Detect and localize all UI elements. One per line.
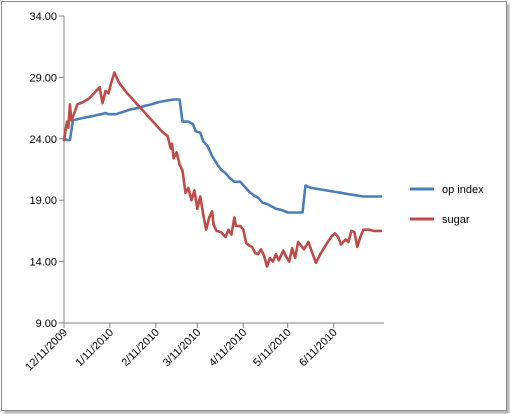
y-ticks: 9.00 14.00 19.00 24.00 29.00 34.00: [29, 11, 64, 330]
y-tick-label: 24.00: [29, 134, 57, 146]
legend: op index sugar: [410, 184, 484, 226]
x-tick-label: 6/11/2010: [297, 327, 340, 370]
x-tick-label: 2/11/2010: [119, 327, 162, 370]
legend-label-op-index: op index: [442, 184, 484, 196]
y-tick-label: 19.00: [29, 195, 57, 207]
series-lines: [62, 71, 383, 268]
axes: [63, 16, 384, 324]
legend-label-sugar: sugar: [442, 214, 470, 226]
x-tick-label: 3/11/2010: [161, 327, 204, 370]
y-tick-label: 34.00: [29, 11, 57, 23]
x-tick-label: 12/11/2009: [23, 327, 70, 374]
x-tick-label: 1/11/2010: [74, 327, 117, 370]
x-tick-label: 4/11/2010: [207, 327, 250, 370]
y-tick-label: 14.00: [29, 257, 57, 269]
x-tick-label: 5/11/2010: [251, 327, 294, 370]
y-tick-label: 9.00: [36, 318, 57, 330]
y-tick-label: 29.00: [29, 72, 57, 84]
series-line-op-index: [62, 98, 383, 214]
series-line-sugar: [62, 71, 383, 268]
